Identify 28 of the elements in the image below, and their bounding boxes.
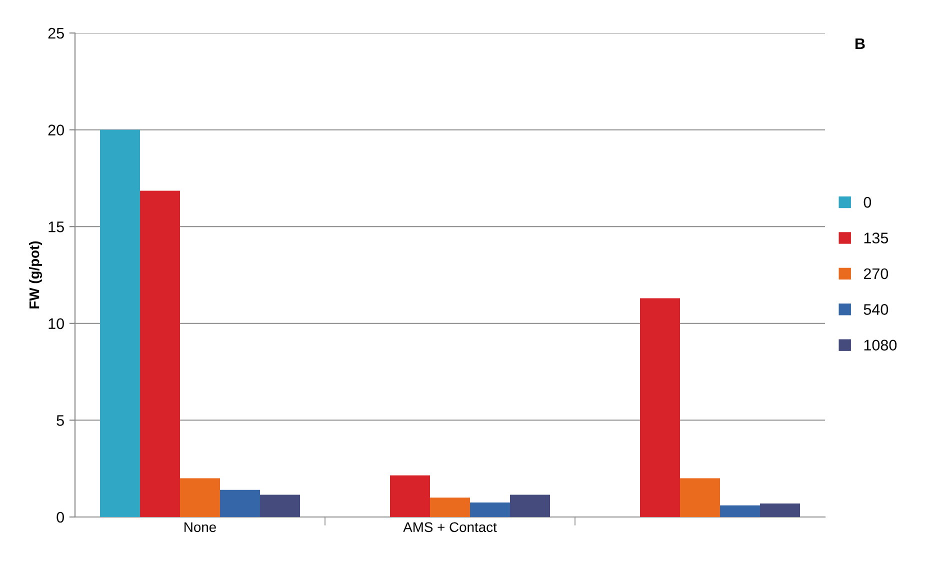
bar — [430, 498, 470, 517]
y-axis-title: FW (g/pot) — [29, 241, 42, 308]
bar — [720, 505, 760, 517]
legend-label: 135 — [864, 232, 888, 244]
bar — [640, 298, 680, 517]
legend-label: 1080 — [864, 340, 897, 351]
bar — [260, 494, 300, 517]
y-tick-label: 15 — [48, 222, 64, 232]
bar — [180, 478, 220, 517]
bar — [680, 478, 720, 517]
bar — [390, 475, 430, 517]
legend-label: 270 — [864, 268, 888, 280]
bar — [220, 490, 260, 517]
y-tick-label: 0 — [56, 512, 64, 523]
bar — [760, 503, 800, 517]
y-tick-label: 10 — [48, 318, 64, 330]
x-tick-label: AMS + Contact — [403, 522, 497, 532]
bar — [100, 130, 140, 517]
bar — [510, 494, 550, 517]
legend-label: 540 — [864, 304, 888, 315]
bar — [140, 190, 180, 517]
x-tick-label: None — [184, 522, 216, 532]
y-tick-label: 25 — [48, 28, 64, 39]
legend-label: 0 — [864, 196, 872, 208]
y-tick-label: 20 — [48, 124, 64, 136]
bar — [470, 502, 510, 517]
text: B — [856, 38, 865, 49]
y-tick-label: 5 — [56, 415, 64, 426]
